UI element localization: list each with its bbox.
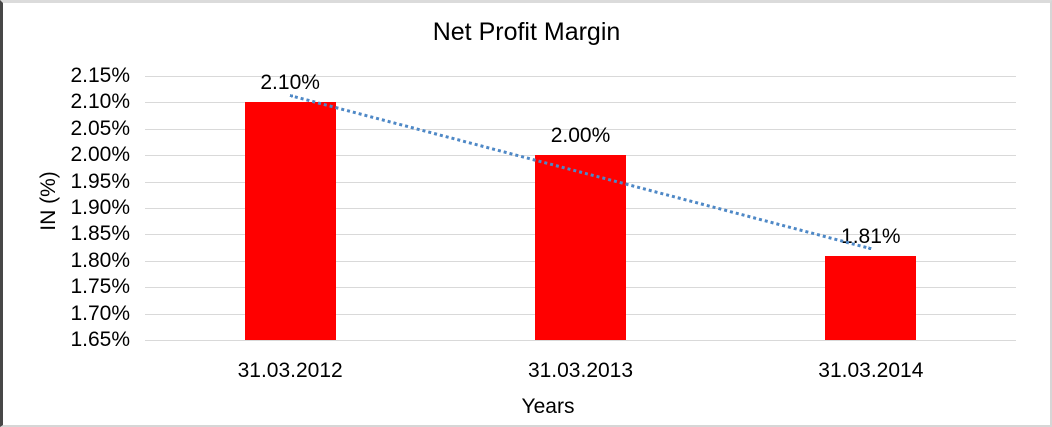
y-tick-label: 1.75% bbox=[70, 275, 130, 299]
y-tick-label: 2.15% bbox=[70, 64, 130, 87]
x-axis-title: Years bbox=[521, 395, 575, 418]
y-tick-label: 2.10% bbox=[70, 90, 130, 114]
bar-31.03.2014 bbox=[825, 255, 917, 340]
bar-value-label: 2.00% bbox=[550, 124, 611, 148]
y-tick-label: 1.85% bbox=[70, 222, 130, 246]
x-category-label: 31.03.2014 bbox=[818, 359, 924, 382]
bar-value-label: 1.81% bbox=[841, 224, 901, 248]
gridline bbox=[145, 102, 1016, 104]
plot-area bbox=[145, 76, 1016, 341]
bar-value-label: 2.10% bbox=[260, 71, 320, 95]
y-tick-label: 1.95% bbox=[70, 169, 130, 193]
y-tick-label: 1.80% bbox=[70, 248, 130, 272]
y-tick-label: 1.90% bbox=[70, 196, 130, 219]
bar-31.03.2013 bbox=[535, 155, 626, 340]
y-tick-label: 1.70% bbox=[70, 301, 130, 325]
chart-title: Net Profit Margin bbox=[432, 18, 621, 46]
y-tick-label: 2.05% bbox=[70, 116, 130, 140]
bar-31.03.2012 bbox=[244, 102, 336, 340]
y-tick-label: 2.00% bbox=[70, 143, 130, 167]
x-category-label: 31.03.2013 bbox=[527, 359, 634, 382]
y-tick-label: 1.65% bbox=[70, 328, 130, 351]
gridline bbox=[145, 340, 1016, 341]
gridline bbox=[145, 76, 1016, 77]
x-category-label: 31.03.2012 bbox=[237, 359, 343, 382]
gridline bbox=[145, 128, 1016, 130]
